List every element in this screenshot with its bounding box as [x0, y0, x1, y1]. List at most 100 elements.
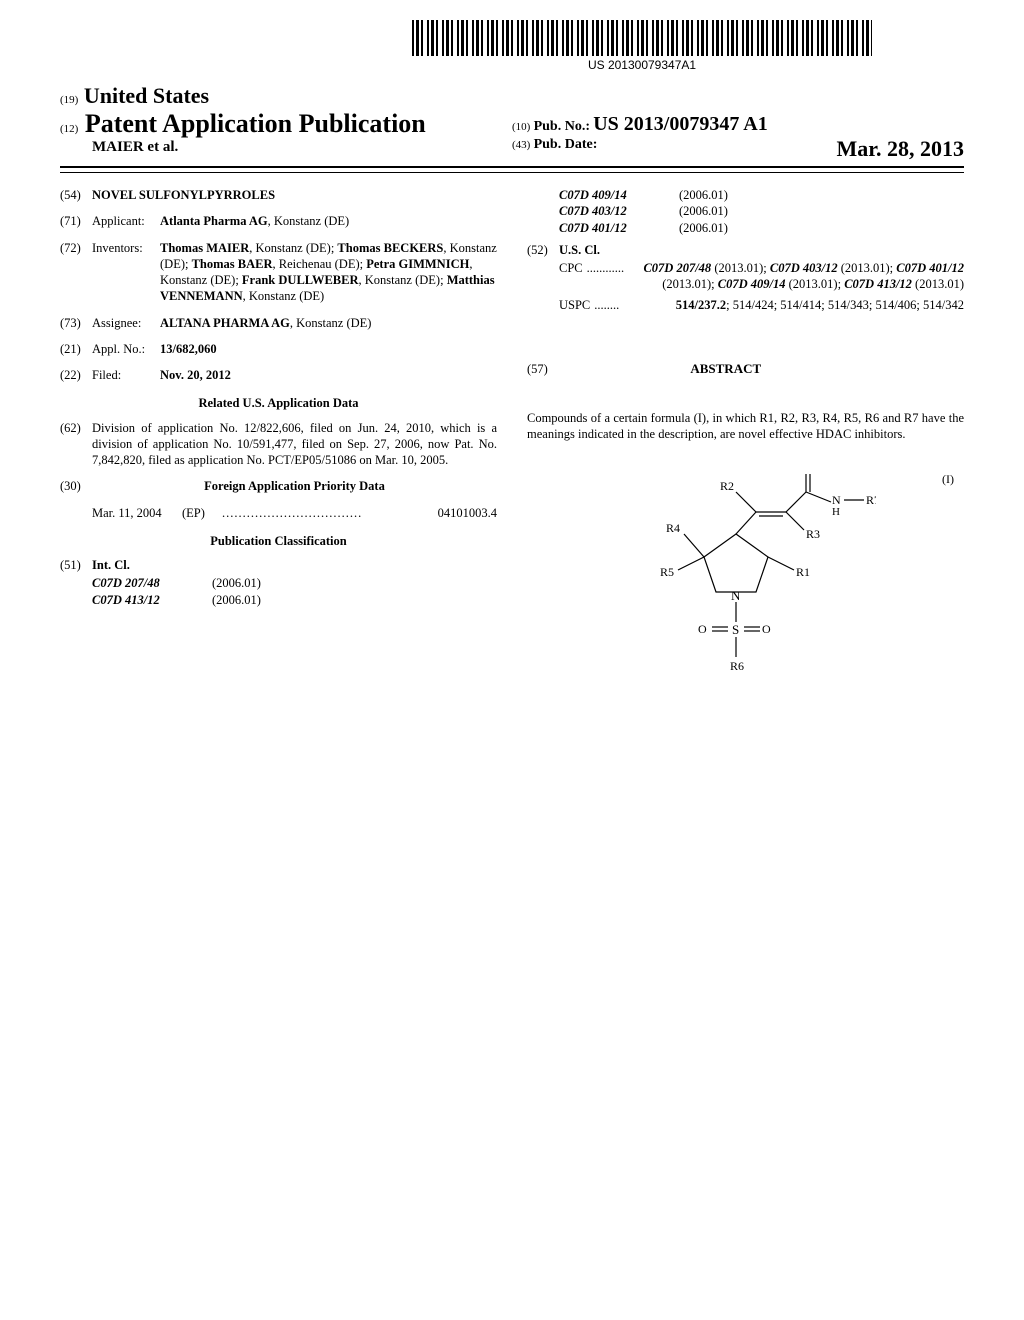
applno-num: (21): [60, 341, 92, 357]
country-prefix: (19): [60, 94, 78, 106]
intcl-list: C07D 207/48 (2006.01) C07D 413/12 (2006.…: [92, 575, 497, 608]
foreign-title: Foreign Application Priority Data: [92, 478, 497, 494]
uspc-label: USPC: [559, 297, 590, 313]
svg-text:S: S: [732, 622, 739, 637]
intcl-row: (51) Int. Cl.: [60, 557, 497, 573]
assignee-num: (73): [60, 315, 92, 331]
filed-val: Nov. 20, 2012: [160, 367, 497, 383]
barcode-lines: [412, 20, 872, 56]
applicant-row: (71) Applicant: Atlanta Pharma AG, Konst…: [60, 213, 497, 229]
cpc-dots: ............: [587, 260, 625, 293]
intcl-item: C07D 403/12 (2006.01): [559, 203, 964, 219]
intcl-ver: (2006.01): [212, 575, 497, 591]
pubdate: Mar. 28, 2013: [836, 136, 964, 162]
svg-text:N: N: [832, 493, 841, 507]
division-num: (62): [60, 420, 92, 469]
doctype: Patent Application Publication: [85, 109, 426, 138]
intcl-cont: C07D 409/14 (2006.01) C07D 403/12 (2006.…: [559, 187, 964, 236]
formula-svg: N R5 R4 R1: [616, 472, 876, 702]
pubdate-label: Pub. Date:: [534, 137, 598, 152]
abstract-header: (57) ABSTRACT: [527, 343, 964, 392]
applicant-name: Atlanta Pharma AG: [160, 214, 268, 228]
applicant-loc: , Konstanz (DE): [268, 214, 350, 228]
uspc-dots: ........: [594, 297, 619, 313]
svg-text:R4: R4: [666, 521, 680, 535]
svg-text:R7: R7: [866, 493, 876, 507]
applno-row: (21) Appl. No.: 13/682,060: [60, 341, 497, 357]
country: United States: [84, 83, 209, 108]
intcl-item: C07D 409/14 (2006.01): [559, 187, 964, 203]
inventors-num: (72): [60, 240, 92, 305]
intcl-code: C07D 413/12: [92, 592, 212, 608]
barcode-area: US 20130079347A1: [320, 20, 964, 73]
title-row: (54) NOVEL SULFONYLPYRROLES: [60, 187, 497, 203]
foreign-data: Mar. 11, 2004 (EP) .....................…: [92, 505, 497, 521]
intcl-code: C07D 403/12: [559, 203, 679, 219]
foreign-date: Mar. 11, 2004: [92, 505, 182, 521]
pubdate-line: (43) Pub. Date: Mar. 28, 2013: [512, 136, 964, 153]
barcode-text: US 20130079347A1: [412, 58, 872, 72]
assignee-loc: , Konstanz (DE): [290, 316, 372, 330]
barcode: US 20130079347A1: [412, 20, 872, 72]
header: (19) United States (12) Patent Applicati…: [60, 83, 964, 168]
right-column: C07D 409/14 (2006.01) C07D 403/12 (2006.…: [527, 187, 964, 706]
intcl-code: C07D 401/12: [559, 220, 679, 236]
svg-text:R2: R2: [720, 479, 734, 493]
uscl-row: (52) U.S. Cl.: [527, 242, 964, 258]
pubdate-prefix: (43): [512, 139, 530, 151]
invention-title: NOVEL SULFONYLPYRROLES: [92, 187, 497, 203]
foreign-num: (30): [60, 478, 92, 494]
inventors-row: (72) Inventors: Thomas MAIER, Konstanz (…: [60, 240, 497, 305]
svg-text:O: O: [698, 622, 707, 636]
assignee-label: Assignee:: [92, 315, 160, 331]
division-text: Division of application No. 12/822,606, …: [92, 420, 497, 469]
uscl-label: U.S. Cl.: [559, 242, 964, 258]
inventors-val: Thomas MAIER, Konstanz (DE); Thomas BECK…: [160, 240, 497, 305]
intcl-ver: (2006.01): [679, 187, 964, 203]
svg-text:N: N: [731, 588, 741, 603]
inventors-label: Inventors:: [92, 240, 160, 305]
header-right: (10) Pub. No.: US 2013/0079347 A1 (43) P…: [512, 83, 964, 162]
title-num: (54): [60, 187, 92, 203]
intcl-label: Int. Cl.: [92, 557, 497, 573]
filed-row: (22) Filed: Nov. 20, 2012: [60, 367, 497, 383]
header-rule: [60, 172, 964, 173]
patent-page: US 20130079347A1 (19) United States (12)…: [0, 0, 1024, 746]
pubno-line: (10) Pub. No.: US 2013/0079347 A1: [512, 113, 964, 136]
cpc-block: CPC ............ C07D 207/48 (2013.01); …: [559, 260, 964, 293]
related-title: Related U.S. Application Data: [60, 395, 497, 411]
svg-text:O: O: [762, 622, 771, 636]
foreign-country: (EP): [182, 505, 222, 521]
abstract-title: ABSTRACT: [551, 361, 901, 378]
pubno: US 2013/0079347 A1: [593, 113, 767, 135]
foreign-title-row: (30) Foreign Application Priority Data: [60, 478, 497, 494]
svg-text:H: H: [832, 506, 840, 518]
uscl-num: (52): [527, 242, 559, 258]
svg-text:R3: R3: [806, 527, 820, 541]
header-left: (19) United States (12) Patent Applicati…: [60, 83, 512, 162]
intcl-ver: (2006.01): [679, 220, 964, 236]
uspc-text: 514/237.2; 514/424; 514/414; 514/343; 51…: [623, 297, 964, 313]
svg-text:R6: R6: [730, 659, 744, 673]
doctype-line: (12) Patent Application Publication: [60, 109, 512, 139]
applicant-val: Atlanta Pharma AG, Konstanz (DE): [160, 213, 497, 229]
assignee-val: ALTANA PHARMA AG, Konstanz (DE): [160, 315, 497, 331]
cpc-text: C07D 207/48 (2013.01); C07D 403/12 (2013…: [628, 260, 964, 293]
chemical-diagram: (I) N R5 R4 R1: [527, 472, 964, 706]
foreign-dots: ..................................: [222, 505, 438, 521]
pubclass-title: Publication Classification: [60, 533, 497, 549]
assignee-name: ALTANA PHARMA AG: [160, 316, 290, 330]
abstract-num: (57): [527, 362, 548, 376]
division-row: (62) Division of application No. 12/822,…: [60, 420, 497, 469]
applno-label: Appl. No.:: [92, 341, 160, 357]
intcl-ver: (2006.01): [212, 592, 497, 608]
intcl-ver: (2006.01): [679, 203, 964, 219]
cpc-label: CPC: [559, 260, 583, 293]
assignee-row: (73) Assignee: ALTANA PHARMA AG, Konstan…: [60, 315, 497, 331]
intcl-code: C07D 409/14: [559, 187, 679, 203]
intcl-code: C07D 207/48: [92, 575, 212, 591]
uspc-block: USPC ........ 514/237.2; 514/424; 514/41…: [559, 297, 964, 313]
body-columns: (54) NOVEL SULFONYLPYRROLES (71) Applica…: [60, 187, 964, 706]
intcl-item: C07D 401/12 (2006.01): [559, 220, 964, 236]
intcl-item: C07D 207/48 (2006.01): [92, 575, 497, 591]
